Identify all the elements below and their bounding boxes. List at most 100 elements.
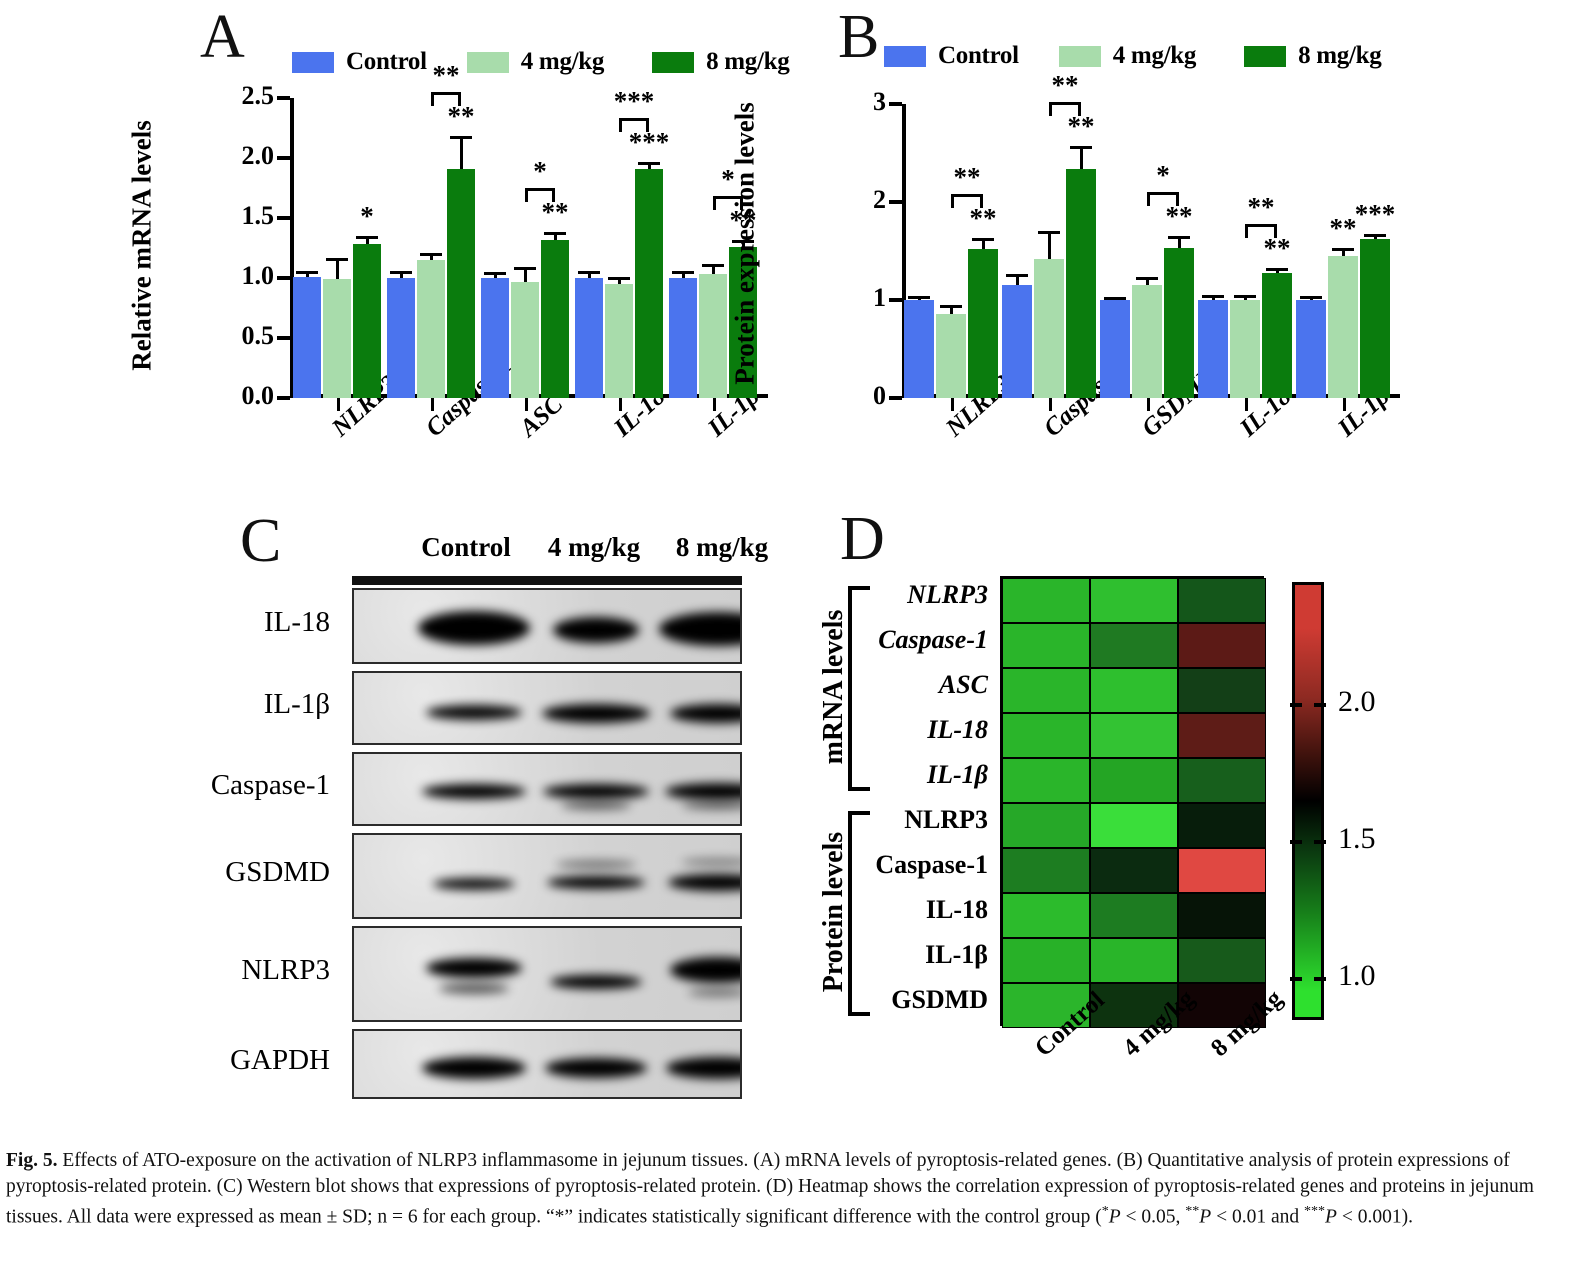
blot-strip-il-18 bbox=[352, 588, 742, 664]
significance-stars-3-dose8: ** bbox=[1263, 232, 1291, 263]
y-tick-3 bbox=[889, 102, 902, 106]
bracket-stars-1: ** bbox=[432, 60, 460, 91]
error-bar-4-1 bbox=[711, 263, 715, 275]
y-tick-label-0: 0 bbox=[873, 381, 886, 410]
colorbar-tick-label-2: 1.0 bbox=[1338, 958, 1376, 992]
legend-item-8-mg-kg: 8 mg/kg bbox=[1244, 42, 1382, 70]
significance-stars-0-dose8: ** bbox=[969, 203, 997, 234]
caption-text-4: < 0.01 and bbox=[1211, 1206, 1304, 1228]
bracket-left-tick bbox=[619, 117, 622, 132]
heatmap-cell-r4-c0 bbox=[1002, 758, 1090, 803]
bar-gsdmd-4-mg-kg bbox=[1132, 285, 1162, 398]
error-bar-2-2 bbox=[553, 232, 557, 240]
heatmap-cell-r1-c2 bbox=[1178, 623, 1266, 668]
legend-swatch-8mgkg bbox=[652, 51, 695, 73]
colorbar-tick-label-1: 1.5 bbox=[1338, 822, 1376, 856]
blot-strip-nlrp3 bbox=[352, 926, 742, 1022]
error-bar-1-2 bbox=[1079, 146, 1083, 169]
blot-band-3-0 bbox=[433, 878, 515, 890]
blot-band-5-1 bbox=[545, 1058, 647, 1078]
bar-il-1--4-mg-kg bbox=[699, 274, 727, 398]
x-tick-0 bbox=[337, 398, 340, 411]
error-bar-2-2 bbox=[1177, 236, 1181, 249]
error-cap-2-0 bbox=[484, 272, 506, 275]
caption-star-2: ** bbox=[1185, 1203, 1200, 1219]
heatmap-colorbar bbox=[1292, 582, 1324, 1020]
error-cap-1-0 bbox=[390, 270, 412, 274]
bracket-right-tick bbox=[1078, 102, 1081, 117]
error-bar-1-1 bbox=[1047, 231, 1051, 259]
colorbar-tick-label-0: 2.0 bbox=[1338, 685, 1376, 719]
significance-stars-0-dose8: * bbox=[360, 201, 374, 231]
error-cap-1-2 bbox=[450, 136, 472, 140]
heatmap-cell-r2-c2 bbox=[1178, 668, 1266, 713]
y-tick-4 bbox=[277, 156, 290, 160]
error-cap-2-2 bbox=[1168, 236, 1190, 240]
caption-star-1: * bbox=[1101, 1203, 1109, 1219]
bar-il-1--4-mg-kg bbox=[1328, 255, 1358, 398]
bracket-left-tick bbox=[951, 194, 954, 209]
bracket-top bbox=[1147, 192, 1179, 196]
panel-a-bar-chart: 0.00.51.01.52.02.5NLRP3*Caspase-1****ASC… bbox=[230, 62, 790, 442]
error-cap-0-0 bbox=[296, 270, 318, 274]
bracket-left-tick bbox=[525, 188, 528, 203]
caption-star-3: *** bbox=[1304, 1203, 1326, 1219]
error-cap-1-1 bbox=[1038, 231, 1060, 235]
y-tick-label-2: 2 bbox=[873, 185, 886, 214]
bar-gsdmd-8-mg-kg bbox=[1164, 248, 1194, 398]
x-category-label-2: ASC bbox=[515, 390, 569, 443]
bracket-stars-2: * bbox=[533, 156, 547, 187]
error-bar-0-0 bbox=[305, 270, 309, 277]
error-bar-2-1 bbox=[1145, 277, 1149, 286]
legend-item-control: Control bbox=[884, 42, 1019, 70]
error-bar-0-2 bbox=[981, 238, 985, 250]
heatmap-row-label-8: IL-1β bbox=[925, 939, 988, 969]
error-bar-0-1 bbox=[335, 257, 339, 280]
bracket-top-arm bbox=[848, 811, 870, 815]
bar-caspase-1-control bbox=[387, 278, 415, 398]
bar-il-18-8-mg-kg bbox=[1262, 272, 1292, 398]
heatmap-row-label-7: IL-18 bbox=[925, 894, 988, 924]
bar-caspase-1-control bbox=[1002, 285, 1032, 398]
colorbar-tick-left-1 bbox=[1290, 840, 1302, 845]
error-cap-0-0 bbox=[908, 296, 930, 300]
bracket-spine bbox=[848, 811, 852, 1016]
legend-label-2: 8 mg/kg bbox=[706, 48, 790, 75]
bracket-top bbox=[525, 188, 555, 192]
significance-stars-2-dose8: ** bbox=[1165, 201, 1193, 232]
heatmap-cell-r0-c1 bbox=[1090, 578, 1178, 623]
bracket-stars-2: * bbox=[1156, 160, 1170, 191]
heatmap-group-bracket-1 bbox=[848, 811, 870, 1016]
error-bar-1-2 bbox=[459, 136, 463, 169]
error-bar-2-1 bbox=[523, 267, 527, 282]
y-tick-2 bbox=[889, 200, 902, 204]
caption-text-5: < 0.001). bbox=[1336, 1206, 1413, 1228]
blot-strip-caspase-1 bbox=[352, 752, 742, 826]
error-cap-2-1 bbox=[1136, 277, 1158, 281]
legend-swatch-4mgkg bbox=[466, 51, 509, 73]
bar-asc-4-mg-kg bbox=[511, 281, 539, 398]
significance-stars-4-dose4: ** bbox=[1329, 213, 1357, 244]
panel-letter-c: C bbox=[240, 507, 282, 575]
caption-p-3: P bbox=[1325, 1206, 1337, 1228]
heatmap-grid bbox=[1000, 576, 1266, 1028]
bar-caspase-1-8-mg-kg bbox=[447, 168, 475, 398]
legend-item-8-mg-kg: 8 mg/kg bbox=[652, 48, 790, 76]
heatmap-cell-r4-c2 bbox=[1178, 758, 1266, 803]
x-tick-3 bbox=[1245, 398, 1248, 411]
panel-letter-a: A bbox=[200, 3, 245, 71]
legend-label-2: 8 mg/kg bbox=[1298, 42, 1382, 69]
error-cap-2-2 bbox=[544, 232, 566, 236]
bracket-top bbox=[713, 195, 743, 199]
y-tick-label-0: 0.0 bbox=[241, 381, 275, 410]
bar-caspase-1-4-mg-kg bbox=[1034, 258, 1064, 398]
y-tick-label-3: 1.5 bbox=[241, 201, 275, 230]
y-tick-label-5: 2.5 bbox=[241, 81, 275, 110]
bracket-stars-4: * bbox=[721, 163, 735, 194]
comparison-bracket-2 bbox=[1147, 192, 1179, 208]
y-tick-0 bbox=[889, 396, 902, 400]
y-tick-2 bbox=[277, 276, 290, 280]
caption-figure-label: Fig. 5. bbox=[6, 1150, 58, 1171]
blot-band-0-0 bbox=[418, 611, 530, 645]
panel-b-bar-chart: 0123NLRP3****Caspase-1****GSDMD***IL-18*… bbox=[862, 72, 1422, 442]
